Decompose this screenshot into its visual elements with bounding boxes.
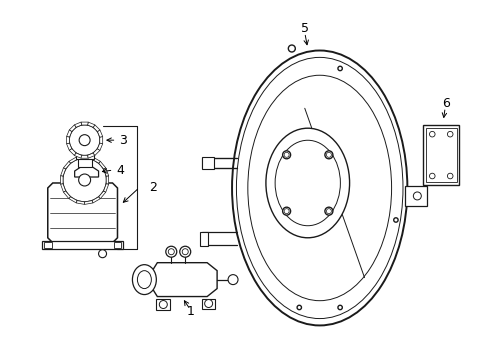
Circle shape <box>447 131 452 137</box>
Circle shape <box>412 192 421 200</box>
Bar <box>78 157 91 167</box>
Polygon shape <box>106 176 108 184</box>
Polygon shape <box>63 161 70 169</box>
Polygon shape <box>84 156 93 159</box>
Polygon shape <box>92 157 100 163</box>
Ellipse shape <box>132 265 156 294</box>
Circle shape <box>204 300 212 307</box>
Circle shape <box>297 305 301 310</box>
Polygon shape <box>87 153 95 158</box>
Polygon shape <box>93 149 100 156</box>
Polygon shape <box>93 125 100 131</box>
Polygon shape <box>74 122 81 127</box>
Polygon shape <box>66 143 72 150</box>
Bar <box>113 242 121 248</box>
Bar <box>200 232 208 246</box>
Polygon shape <box>61 176 63 184</box>
Polygon shape <box>156 298 170 310</box>
Bar <box>202 157 214 169</box>
Circle shape <box>324 207 332 215</box>
Circle shape <box>62 158 106 202</box>
Circle shape <box>428 131 434 137</box>
Polygon shape <box>74 153 81 158</box>
Circle shape <box>447 173 452 179</box>
Polygon shape <box>103 184 108 192</box>
Circle shape <box>168 249 174 255</box>
Circle shape <box>227 275 238 285</box>
Circle shape <box>99 250 106 258</box>
Polygon shape <box>81 122 88 125</box>
Text: 1: 1 <box>186 305 194 318</box>
Polygon shape <box>69 157 77 163</box>
Circle shape <box>284 209 288 213</box>
Bar <box>202 158 210 168</box>
Polygon shape <box>97 130 102 137</box>
Polygon shape <box>69 149 76 156</box>
Text: 3: 3 <box>119 134 127 147</box>
Polygon shape <box>66 136 69 144</box>
Polygon shape <box>48 183 117 243</box>
Polygon shape <box>76 201 84 204</box>
Bar <box>41 241 123 249</box>
Circle shape <box>180 246 190 257</box>
Polygon shape <box>103 168 108 176</box>
Bar <box>76 154 93 159</box>
Circle shape <box>337 66 342 71</box>
Polygon shape <box>76 156 84 159</box>
Bar <box>425 128 456 183</box>
Circle shape <box>337 305 342 310</box>
Circle shape <box>159 301 167 309</box>
Circle shape <box>165 246 176 257</box>
Bar <box>423 125 458 185</box>
Text: 6: 6 <box>441 97 449 110</box>
Polygon shape <box>66 130 72 137</box>
Polygon shape <box>152 263 217 297</box>
Polygon shape <box>69 197 77 203</box>
Polygon shape <box>100 136 102 144</box>
Ellipse shape <box>265 128 349 238</box>
Circle shape <box>79 135 90 146</box>
Polygon shape <box>75 167 99 177</box>
Text: 5: 5 <box>300 22 308 35</box>
Circle shape <box>284 152 288 157</box>
Circle shape <box>324 151 332 159</box>
Circle shape <box>288 45 295 52</box>
Polygon shape <box>92 197 100 203</box>
Polygon shape <box>99 161 105 169</box>
Circle shape <box>69 125 100 156</box>
Circle shape <box>325 209 331 213</box>
Polygon shape <box>99 191 105 199</box>
Ellipse shape <box>232 50 407 325</box>
Bar <box>44 242 52 248</box>
Text: 4: 4 <box>116 163 124 176</box>
Circle shape <box>282 207 290 215</box>
Polygon shape <box>84 201 93 204</box>
Circle shape <box>428 173 434 179</box>
Circle shape <box>182 249 188 255</box>
Polygon shape <box>202 298 215 309</box>
Circle shape <box>325 152 331 157</box>
Polygon shape <box>63 191 70 199</box>
Polygon shape <box>61 168 65 176</box>
Bar <box>61 177 104 183</box>
Polygon shape <box>97 143 102 150</box>
Circle shape <box>79 174 90 186</box>
Text: 2: 2 <box>149 181 157 194</box>
Ellipse shape <box>137 271 151 289</box>
Bar <box>405 186 427 206</box>
Polygon shape <box>61 184 65 192</box>
Circle shape <box>393 218 397 222</box>
Polygon shape <box>87 122 95 127</box>
Polygon shape <box>69 125 76 131</box>
Circle shape <box>282 151 290 159</box>
Polygon shape <box>81 155 88 158</box>
